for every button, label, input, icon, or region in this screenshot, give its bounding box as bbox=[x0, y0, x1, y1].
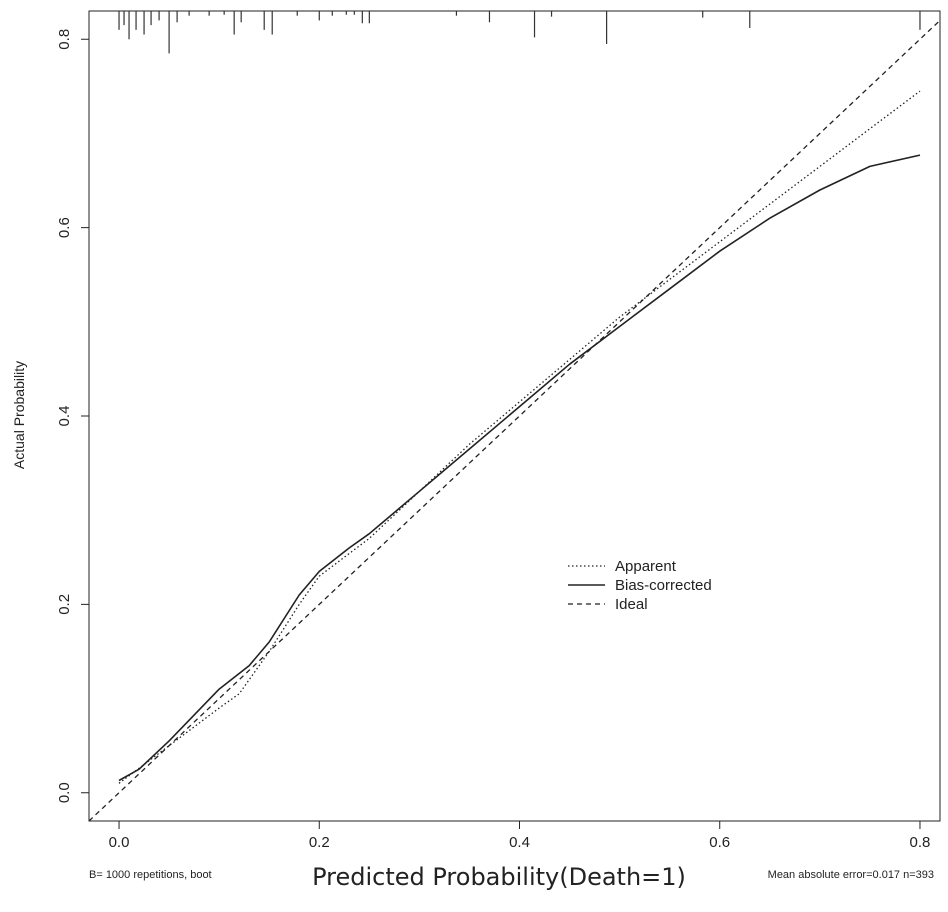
legend-label-ideal: Ideal bbox=[615, 596, 648, 613]
x-tick-label: 0.8 bbox=[910, 834, 931, 851]
legend-label-apparent: Apparent bbox=[615, 558, 677, 575]
x-tick-label: 0.2 bbox=[309, 834, 330, 851]
x-axis: 0.0 0.2 0.4 0.6 0.8 Predicted Probability(De… bbox=[109, 821, 931, 891]
y-tick-label: 0.6 bbox=[56, 217, 73, 238]
y-tick-label: 0.0 bbox=[56, 782, 73, 803]
legend: Apparent Bias-corrected Ideal bbox=[568, 558, 712, 613]
y-tick-label: 0.2 bbox=[56, 594, 73, 615]
y-tick-label: 0.8 bbox=[56, 29, 73, 50]
x-tick-label: 0.6 bbox=[709, 834, 730, 851]
x-axis-title: Predicted Probability(Death=1) bbox=[312, 863, 686, 891]
series-lines bbox=[88, 19, 941, 822]
plot-frame bbox=[88, 10, 941, 822]
series-line-ideal bbox=[88, 19, 941, 822]
x-tick-label: 0.0 bbox=[109, 834, 130, 851]
footnote-mean-absolute-error: Mean absolute error=0.017 n=393 bbox=[768, 869, 934, 881]
rug-marks bbox=[118, 11, 921, 54]
footnote-repetitions: B= 1000 repetitions, boot bbox=[89, 869, 212, 881]
series-line-apparent bbox=[118, 90, 921, 784]
y-tick-label: 0.4 bbox=[56, 406, 73, 427]
legend-label-bias-corrected: Bias-corrected bbox=[615, 577, 712, 594]
y-axis-title: Actual Probability bbox=[11, 361, 27, 469]
series-line-bias-corrected bbox=[118, 154, 921, 782]
y-axis: 0.0 0.2 0.4 0.6 0.8 Actual Probability bbox=[11, 29, 89, 803]
x-tick-label: 0.4 bbox=[509, 834, 530, 851]
